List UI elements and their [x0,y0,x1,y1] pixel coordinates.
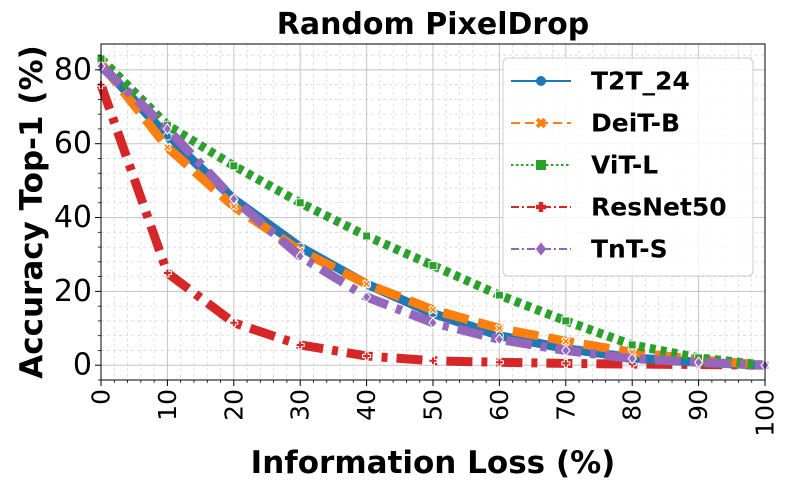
legend-label: TnT-S [591,235,668,264]
legend-marker [536,160,546,170]
data-point [361,279,372,289]
series-line [97,55,766,370]
data-point [162,122,173,135]
data-point [561,316,571,326]
data-point [561,358,571,368]
data-point [295,250,305,263]
legend-marker [535,117,547,129]
data-point [229,318,239,328]
legend-box [502,57,754,277]
x-tick-label: 70 [551,389,580,421]
y-tick-label: 0 [73,348,92,383]
data-point [693,356,704,369]
legend-label: ViT-L [591,151,658,180]
data-point [494,333,505,346]
y-tick-label: 60 [54,126,92,161]
legend-item: ResNet50 [511,193,727,222]
data-point [362,231,372,241]
x-tick-labels: 0 10 20 30 40 50 60 70 80 90 100 [87,389,780,437]
data-point [494,357,504,367]
x-tick-label: 10 [153,389,182,421]
legend-item: T2T_24 [511,67,690,96]
data-point [494,323,505,334]
data-point [561,344,571,357]
data-point [428,305,438,315]
legend-marker [536,76,546,86]
y-tick-label: 80 [54,52,92,87]
legend-item: ViT-L [511,151,658,180]
x-tick-label: 90 [684,389,713,421]
y-tick-label: 40 [54,200,92,235]
data-point [295,198,305,208]
legend-label: DeiT-B [591,109,680,138]
data-point [362,351,372,361]
legend-item: DeiT-B [511,109,680,138]
data-point [428,261,438,271]
chart-title: Random PixelDrop [277,7,590,42]
tick-marks [95,54,766,386]
y-tick-label: 20 [54,274,92,309]
data-point [494,290,504,300]
legend: T2T_24 DeiT-B ViT-L ResNet50 TnT-S [502,57,754,277]
data-point [361,290,372,303]
x-tick-label: 0 [87,389,116,405]
data-point [162,268,172,278]
x-tick-label: 60 [485,389,514,421]
legend-label: T2T_24 [591,67,690,96]
data-point [627,340,637,350]
legend-marker [536,202,546,212]
data-point [561,336,571,346]
data-point [428,316,438,329]
x-tick-label: 100 [751,389,780,437]
data-point [428,356,438,366]
x-tick-label: 80 [618,389,647,421]
x-tick-label: 40 [352,389,381,421]
legend-item: TnT-S [511,235,668,264]
data-point [162,142,173,153]
y-axis-label: Accuracy Top-1 (%) [14,45,50,379]
x-tick-label: 50 [419,389,448,421]
series-ViT-L [96,54,770,370]
x-axis-label: Information Loss (%) [251,445,616,481]
data-point [229,193,239,206]
x-tick-label: 20 [219,389,248,421]
y-tick-labels: 0 20 40 60 80 [54,52,92,382]
data-point [229,161,239,171]
data-point [295,340,305,350]
legend-marker [535,242,547,256]
legend-label: ResNet50 [591,193,727,222]
data-point [627,352,637,365]
x-tick-label: 30 [286,389,315,421]
